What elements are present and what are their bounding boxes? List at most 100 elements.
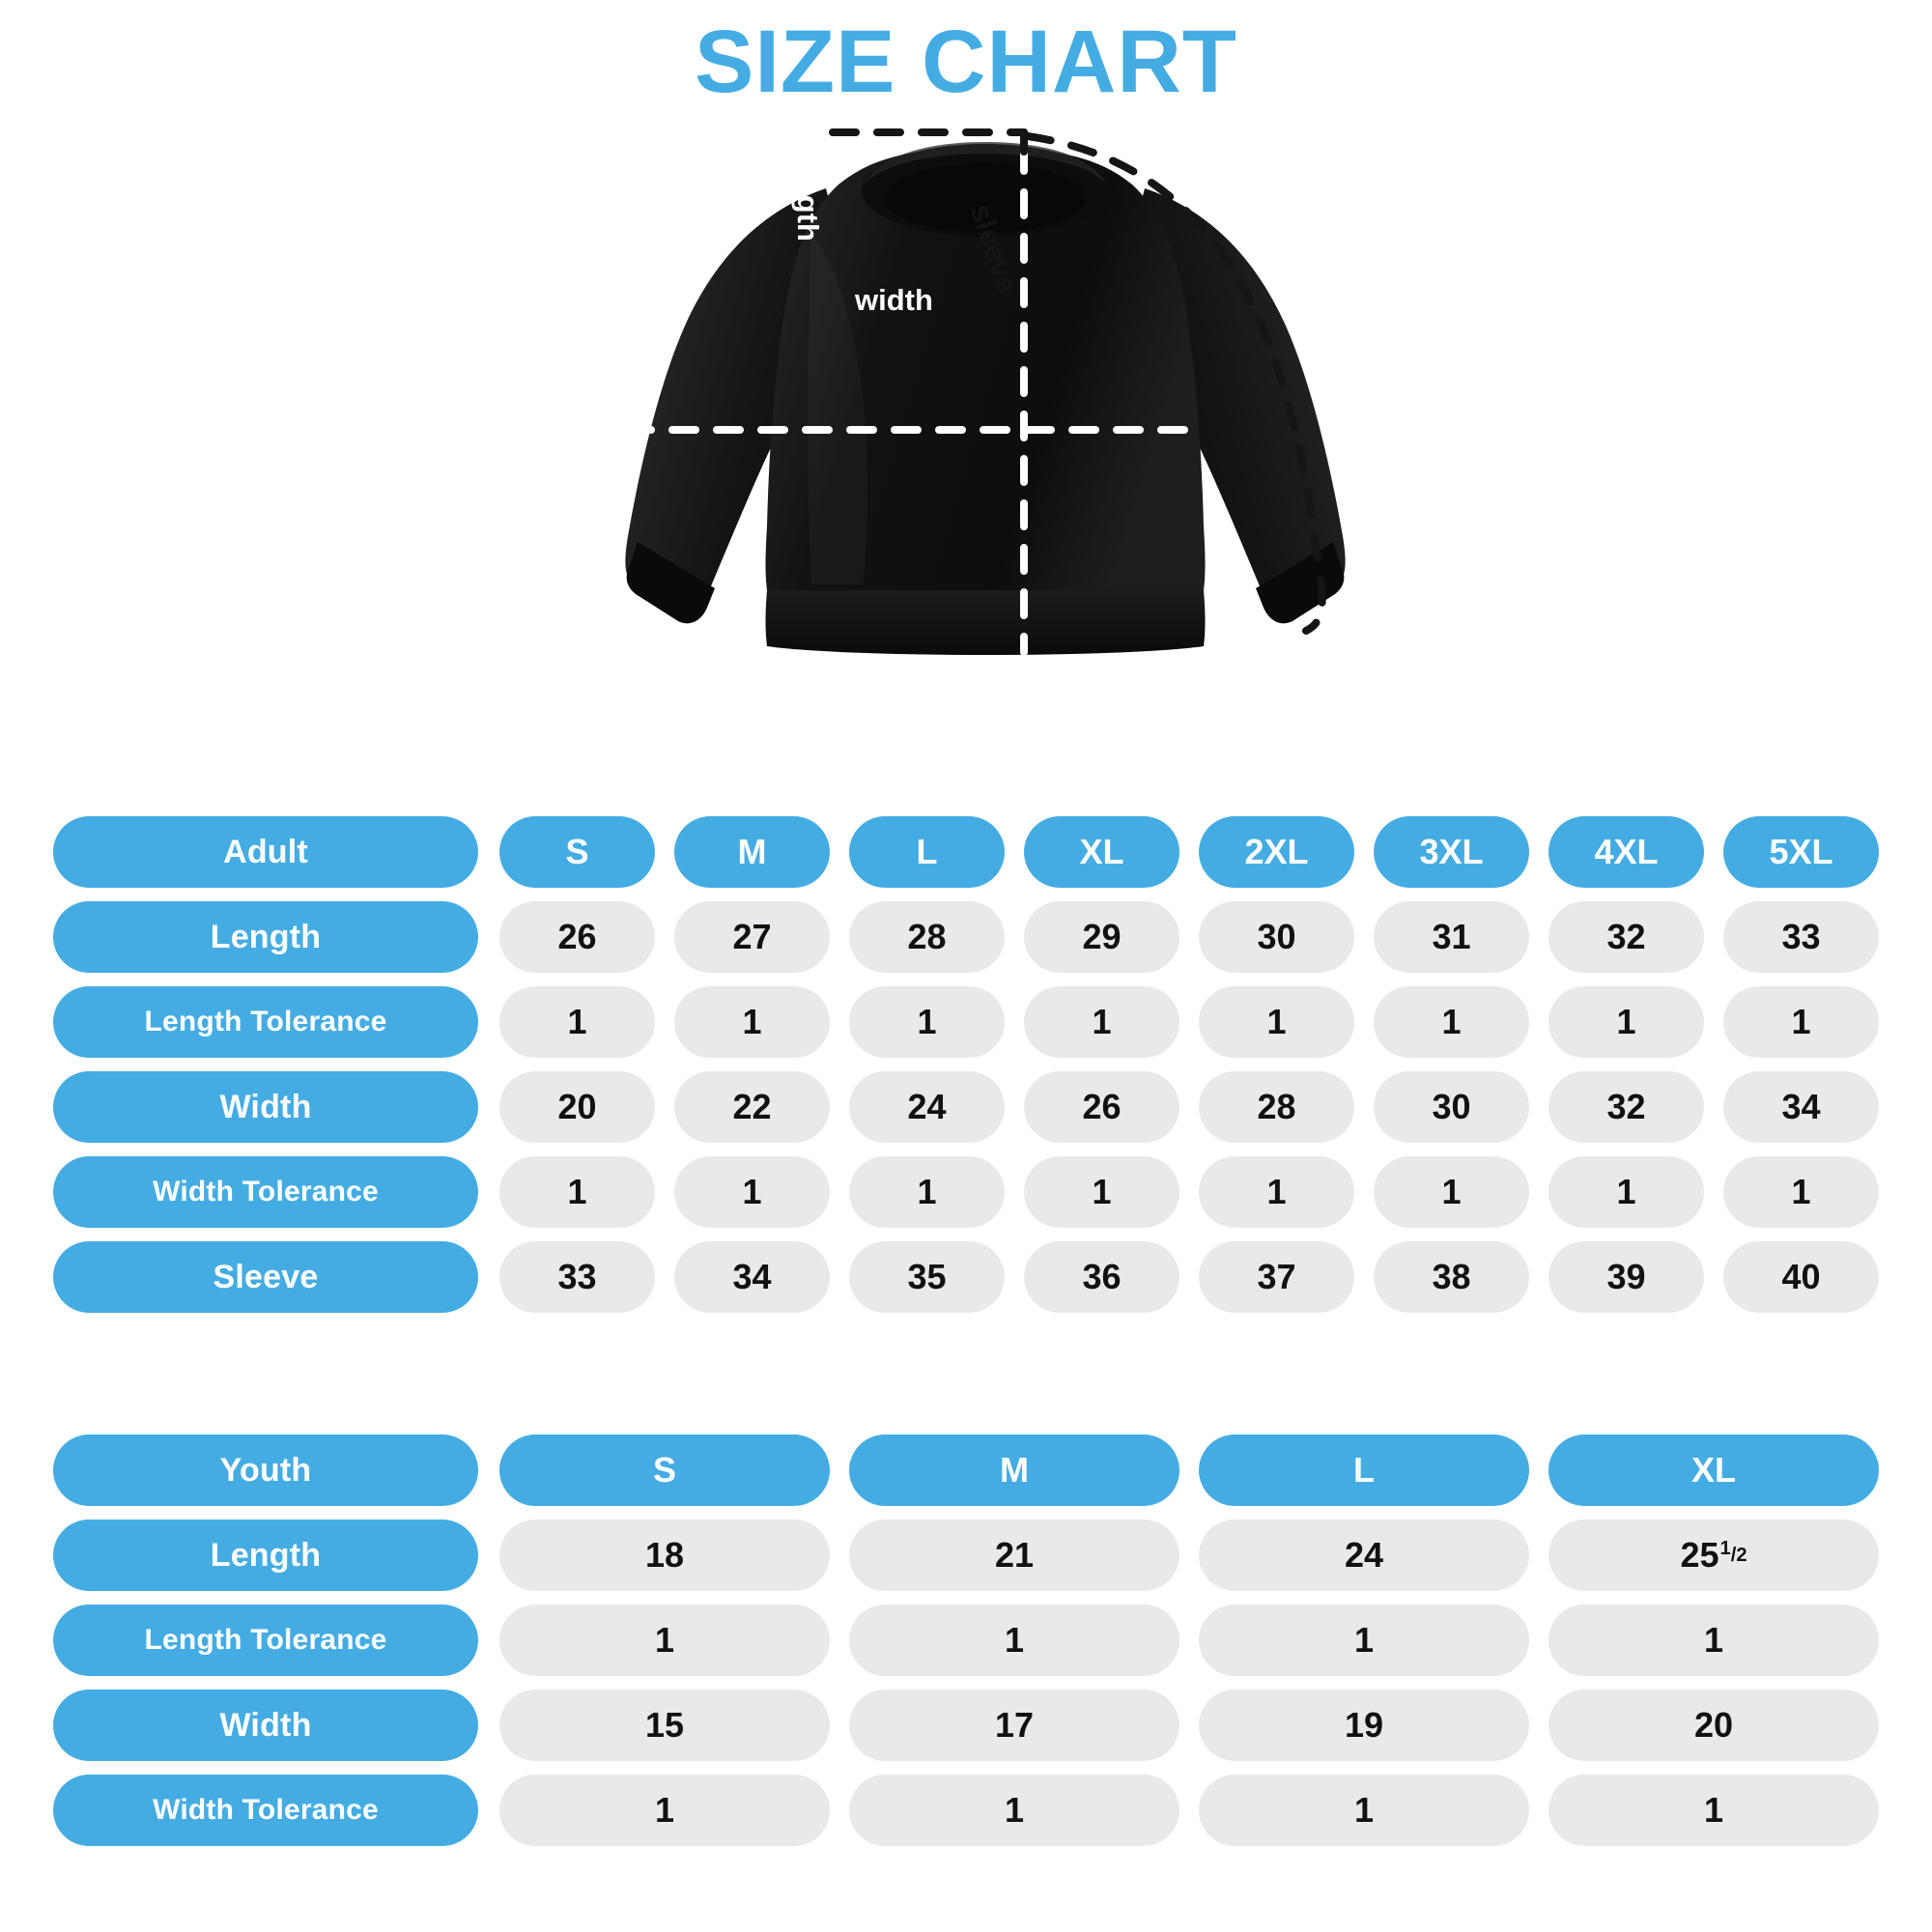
sweatshirt-body	[765, 148, 1206, 590]
value-cell: 1	[1199, 1156, 1354, 1228]
value-cell: 22	[674, 1071, 830, 1143]
size-header-cells: S M L XL	[499, 1435, 1879, 1506]
value-cell: 1	[1024, 1156, 1179, 1228]
value-cell: 25 1/2	[1548, 1520, 1879, 1591]
row-value-cells: 15 17 19 20	[499, 1690, 1879, 1761]
size-header-xl: XL	[1548, 1435, 1879, 1506]
size-header-s: S	[499, 816, 655, 888]
value-cell: 1	[1374, 986, 1529, 1058]
row-label-width-tolerance: Width Tolerance	[53, 1775, 478, 1846]
youth-size-table: Youth S M L XL Length 18 21 24 25 1/2 Length Tolera…	[53, 1435, 1879, 1846]
table-header-row: Youth S M L XL	[53, 1435, 1879, 1506]
hem-band	[765, 590, 1206, 655]
left-cuff	[626, 542, 715, 624]
value-cell: 1	[849, 986, 1005, 1058]
page-title: SIZE CHART	[695, 13, 1237, 111]
value-cell: 30	[1199, 901, 1354, 973]
value-cell: 33	[499, 1241, 655, 1313]
table-row: Length Tolerance 1 1 1 1	[53, 1605, 1879, 1676]
row-label-length: Length	[53, 901, 478, 973]
value-cell: 26	[1024, 1071, 1179, 1143]
value-cell: 20	[1548, 1690, 1879, 1761]
value-cell: 19	[1199, 1690, 1529, 1761]
value-cell: 1	[1723, 986, 1879, 1058]
value-cell: 1	[499, 1156, 655, 1228]
value-cell: 1	[1199, 1605, 1529, 1676]
size-header-3xl: 3XL	[1374, 816, 1529, 888]
value-cell: 18	[499, 1520, 830, 1591]
value-cell: 26	[499, 901, 655, 973]
table-header-row: Adult S M L XL 2XL 3XL 4XL 5XL	[53, 816, 1879, 888]
value-cell: 1	[1199, 986, 1354, 1058]
table-row: Width Tolerance 1 1 1 1	[53, 1775, 1879, 1846]
value-cell: 27	[674, 901, 830, 973]
value-cell: 24	[1199, 1520, 1529, 1591]
value-cell: 28	[849, 901, 1005, 973]
collar-opening	[885, 163, 1086, 233]
value-cell: 17	[849, 1690, 1179, 1761]
value-cell: 1	[1024, 986, 1179, 1058]
value-cell: 1	[849, 1775, 1179, 1846]
value-cell: 38	[1374, 1241, 1529, 1313]
value-cell: 36	[1024, 1241, 1179, 1313]
value-cell: 1	[1199, 1775, 1529, 1846]
size-header-4xl: 4XL	[1548, 816, 1704, 888]
table-row: Width 15 17 19 20	[53, 1690, 1879, 1761]
value-cell: 34	[1723, 1071, 1879, 1143]
value-cell: 20	[499, 1071, 655, 1143]
table-row: Length 26 27 28 29 30 31 32 33	[53, 901, 1879, 973]
row-value-cells: 26 27 28 29 30 31 32 33	[499, 901, 1879, 973]
value-cell: 24	[849, 1071, 1005, 1143]
value-cell: 28	[1199, 1071, 1354, 1143]
table-row: Length 18 21 24 25 1/2	[53, 1520, 1879, 1591]
value-cell: 34	[674, 1241, 830, 1313]
collar-rib	[864, 142, 1107, 186]
size-header-cells: S M L XL 2XL 3XL 4XL 5XL	[499, 816, 1879, 888]
value-cell: 1	[1548, 1156, 1704, 1228]
value-cell: 32	[1548, 901, 1704, 973]
value-cell: 1	[674, 986, 830, 1058]
size-header-m: M	[674, 816, 830, 888]
value-cell: 1	[499, 986, 655, 1058]
sweatshirt-graphic	[624, 128, 1346, 656]
row-label-length: Length	[53, 1520, 478, 1591]
size-header-xl: XL	[1024, 816, 1179, 888]
value-cell: 40	[1723, 1241, 1879, 1313]
value-cell: 30	[1374, 1071, 1529, 1143]
size-header-l: L	[849, 816, 1005, 888]
value-cell: 1	[1548, 986, 1704, 1058]
value-cell: 1	[1723, 1156, 1879, 1228]
row-value-cells: 33 34 35 36 37 38 39 40	[499, 1241, 1879, 1313]
row-label-sleeve: Sleeve	[53, 1241, 478, 1313]
value-cell: 21	[849, 1520, 1179, 1591]
row-label-length-tolerance: Length Tolerance	[53, 1605, 478, 1676]
value-cell: 1	[499, 1605, 830, 1676]
value-cell: 15	[499, 1690, 830, 1761]
garment-illustration: width length sleeve	[618, 121, 1352, 797]
size-header-s: S	[499, 1435, 830, 1506]
section-label-adult: Adult	[53, 816, 478, 888]
value-cell: 32	[1548, 1071, 1704, 1143]
size-header-m: M	[849, 1435, 1179, 1506]
value-cell: 1	[1548, 1775, 1879, 1846]
value-cell: 33	[1723, 901, 1879, 973]
table-row: Width Tolerance 1 1 1 1 1 1 1 1	[53, 1156, 1879, 1228]
section-label-youth: Youth	[53, 1435, 478, 1506]
size-header-5xl: 5XL	[1723, 816, 1879, 888]
sleeve-guide-line	[1024, 132, 1326, 635]
value-cell: 1	[499, 1775, 830, 1846]
table-row: Length Tolerance 1 1 1 1 1 1 1 1	[53, 986, 1879, 1058]
row-label-width: Width	[53, 1690, 478, 1761]
value-cell: 1	[849, 1605, 1179, 1676]
row-label-width-tolerance: Width Tolerance	[53, 1156, 478, 1228]
value-cell: 31	[1374, 901, 1529, 973]
table-row: Width 20 22 24 26 28 30 32 34	[53, 1071, 1879, 1143]
value-cell: 29	[1024, 901, 1179, 973]
value-cell: 1	[674, 1156, 830, 1228]
table-row: Sleeve 33 34 35 36 37 38 39 40	[53, 1241, 1879, 1313]
